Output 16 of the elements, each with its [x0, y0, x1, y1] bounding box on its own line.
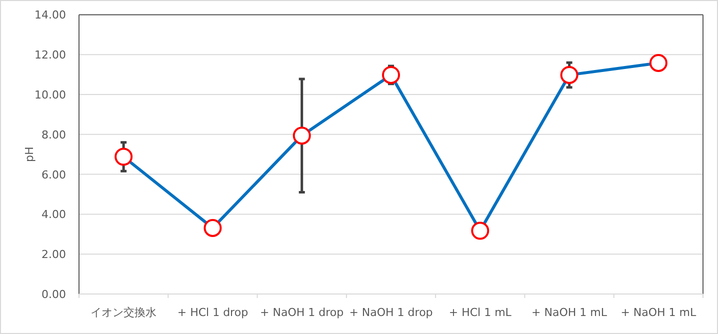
x-tick-label: + NaOH 1 drop	[260, 306, 344, 319]
y-tick-label: 4.00	[42, 208, 66, 222]
x-tick-label: + NaOH 1 mL	[532, 306, 608, 319]
y-tick-label: 14.00	[34, 8, 66, 22]
y-tick-label: 0.00	[42, 288, 66, 301]
x-tick-label: + HCl 1 mL	[448, 306, 512, 319]
y-axis-title: pH	[23, 146, 36, 162]
y-tick-label: 12.00	[34, 48, 66, 62]
y-tick-label: 8.00	[42, 128, 66, 142]
y-tick-label: 10.00	[34, 88, 66, 102]
x-tick-label: イオン交換水	[90, 306, 157, 319]
y-tick-label: 2.00	[42, 248, 66, 262]
x-tick-label: + NaOH 1 drop	[349, 306, 433, 319]
x-tick-label: + NaOH 1 mL	[620, 306, 698, 319]
y-tick-label: 6.00	[42, 168, 66, 182]
x-tick-label: + HCl 1 drop	[177, 306, 248, 319]
